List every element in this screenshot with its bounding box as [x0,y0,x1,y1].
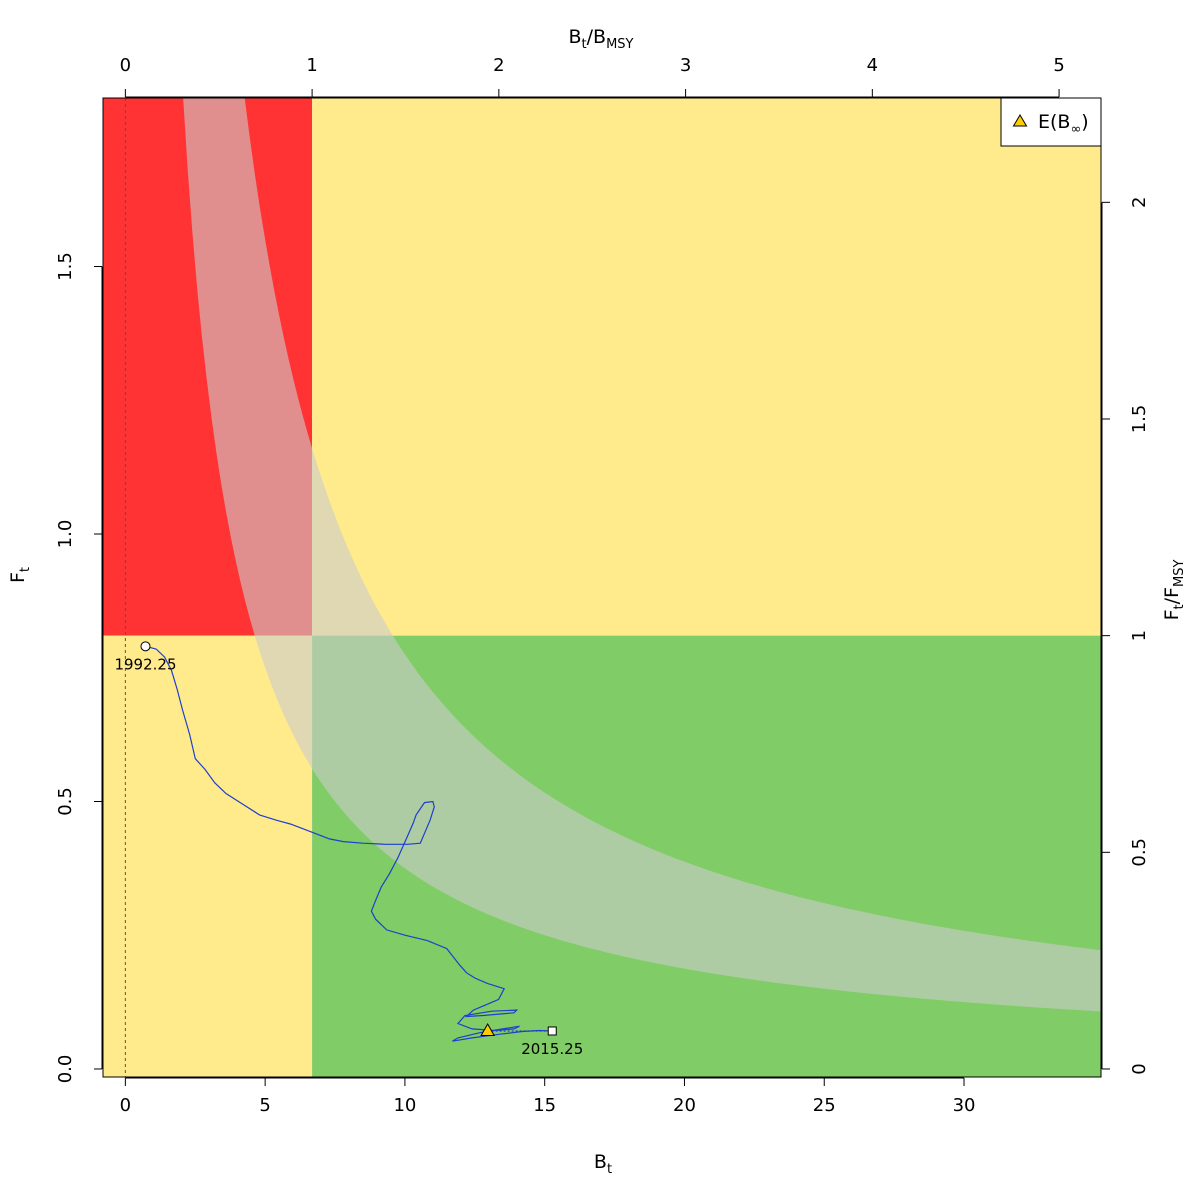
x-axis-bottom: 0 5 10 15 20 25 30 [120,1077,976,1116]
y-tick-label: 0.0 [55,1055,76,1084]
top-tick-label: 1 [306,55,317,76]
right-tick-label: 2 [1129,197,1150,208]
x-tick-label: 0 [120,1095,131,1116]
plot-area [103,98,1101,1077]
legend-triangle-icon [1012,114,1028,127]
top-axis-title: Bt/BMSY [568,26,633,52]
plot-frame [102,97,1102,1078]
legend-label: E(B∞) [1038,111,1089,137]
top-tick-label: 4 [867,55,878,76]
top-tick-label: 5 [1053,55,1064,76]
right-tick-label: 0.5 [1129,838,1150,867]
overfished-zone [103,635,313,1077]
y-axis-title: Ft [7,567,33,583]
y-tick-label: 1.0 [55,520,76,549]
x-tick-label: 25 [813,1095,836,1116]
y-axis-left: 0.0 0.5 1.0 1.5 [55,252,103,1084]
end-point [547,1026,557,1036]
legend: E(B∞) [1000,97,1102,147]
x-axis-top: 0 1 2 3 4 5 [120,55,1065,98]
x-tick-label: 5 [259,1095,270,1116]
x-tick-label: 15 [533,1095,556,1116]
right-tick-label: 1 [1129,630,1150,641]
y-tick-label: 0.5 [55,787,76,816]
top-tick-label: 3 [680,55,691,76]
start-point [140,641,151,652]
x-tick-label: 20 [673,1095,696,1116]
msy-confidence-band [183,98,1101,1012]
right-tick-label: 1.5 [1129,405,1150,434]
expected-biomass-marker [480,1022,496,1036]
top-tick-label: 0 [120,55,131,76]
x-tick-label: 30 [953,1095,976,1116]
x-tick-label: 10 [393,1095,416,1116]
overfishing-zone [312,98,1101,636]
end-year-label: 2015.25 [521,1040,583,1058]
right-tick-label: 0 [1129,1063,1150,1074]
top-tick-label: 2 [493,55,504,76]
x-axis-title: Bt [594,1151,612,1177]
y-axis-right: 0 0.5 1 1.5 2 [1101,197,1150,1075]
y-tick-label: 1.5 [55,252,76,281]
start-year-label: 1992.25 [114,655,176,673]
right-axis-title: Ft/FMSY [1161,560,1187,621]
